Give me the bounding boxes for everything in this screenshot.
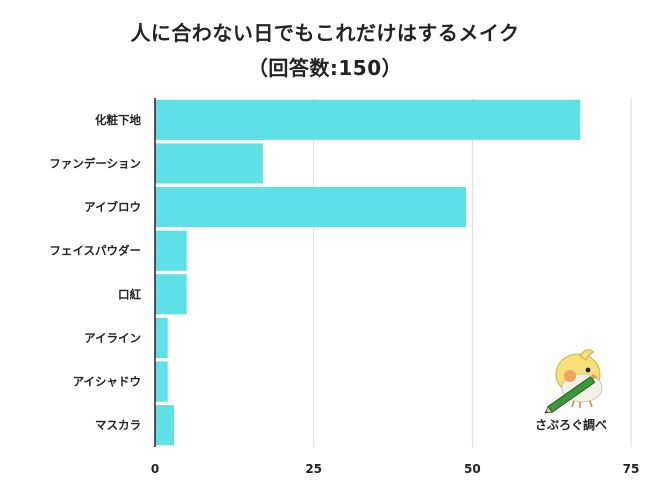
bird-mascot-icon [544, 349, 603, 414]
bar [155, 99, 581, 140]
category-label: アイライン [84, 331, 141, 345]
bar [155, 317, 168, 359]
category-label: フェイスパウダー [49, 244, 141, 258]
x-tick-label: 50 [464, 462, 481, 476]
x-tick-label: 25 [305, 462, 322, 476]
bar [155, 274, 187, 315]
category-label: ファンデーション [49, 156, 141, 170]
brand-label: さぶろぐ調べ [535, 418, 608, 432]
chart-subtitle: （回答数:150） [247, 56, 403, 80]
x-tick-label: 0 [151, 462, 159, 476]
bar [155, 143, 263, 184]
x-tick-label: 75 [623, 462, 640, 476]
bar [155, 186, 466, 228]
category-label: 口紅 [118, 287, 141, 301]
category-label: アイシャドウ [73, 375, 141, 389]
bar [155, 405, 175, 446]
category-label: マスカラ [95, 418, 141, 432]
bar [155, 361, 168, 402]
category-label: 化粧下地 [95, 113, 141, 127]
bar [155, 230, 187, 271]
category-label: アイブロウ [84, 200, 141, 214]
chart-title: 人に合わない日でもこれだけはするメイク [130, 21, 520, 45]
